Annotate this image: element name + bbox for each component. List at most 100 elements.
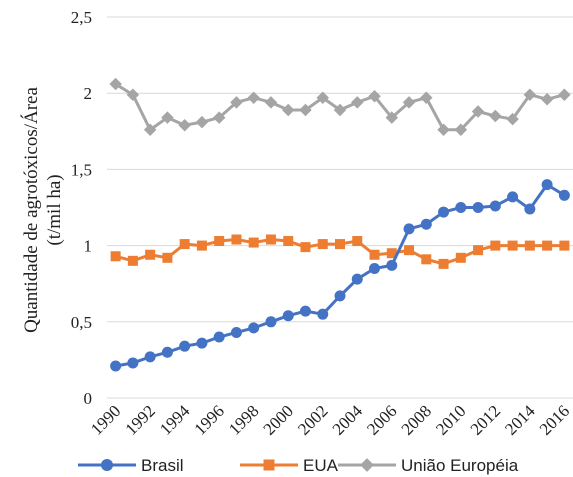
data-point: [471, 105, 485, 118]
data-point: [196, 337, 208, 349]
data-point: [282, 310, 294, 322]
legend-label: União Européia: [401, 456, 519, 475]
data-point: [145, 249, 156, 260]
x-tick-label: 1994: [156, 401, 194, 439]
x-tick-label: 2012: [467, 401, 504, 438]
data-point: [299, 305, 311, 317]
data-point: [540, 93, 554, 106]
data-point: [334, 290, 346, 302]
x-axis-ticks: 1990199219941996199820002002200420062008…: [87, 401, 573, 439]
data-point: [101, 459, 113, 471]
data-point: [352, 236, 363, 247]
data-point: [541, 179, 553, 191]
data-point: [386, 259, 398, 271]
data-point: [558, 88, 571, 101]
data-point: [178, 118, 191, 132]
data-point: [333, 103, 347, 117]
x-tick-label: 2014: [501, 401, 539, 439]
data-point: [402, 96, 416, 109]
data-point: [404, 245, 415, 256]
data-point: [472, 202, 484, 213]
y-tick-label: 1: [84, 237, 93, 256]
x-tick-label: 2006: [363, 401, 400, 438]
y-axis-title-line-2: (t/mil ha): [44, 174, 65, 245]
data-point: [281, 103, 295, 117]
x-tick-label: 2016: [536, 401, 573, 438]
data-point: [438, 258, 449, 269]
data-point: [507, 191, 519, 203]
x-tick-label: 2000: [260, 401, 297, 438]
y-tick-label: 2,5: [71, 8, 92, 27]
data-point: [473, 245, 484, 256]
data-point: [161, 346, 173, 358]
data-point: [489, 109, 502, 123]
data-point: [263, 459, 275, 471]
y-tick-label: 1,5: [71, 160, 92, 179]
data-point: [264, 96, 278, 109]
data-point: [126, 88, 140, 101]
data-point: [265, 234, 276, 245]
y-axis-ticks: 0 0,5 1 1,5 2 2,5: [71, 8, 92, 408]
data-point: [385, 111, 399, 124]
data-point: [283, 236, 294, 247]
gridlines: [107, 16, 573, 399]
data-point: [524, 240, 535, 251]
x-tick-label: 1992: [121, 401, 158, 438]
data-point: [523, 88, 537, 101]
data-point: [110, 251, 121, 262]
data-point: [490, 240, 501, 251]
data-point: [317, 308, 329, 320]
data-point: [300, 242, 311, 253]
data-point: [369, 262, 381, 274]
x-tick-label: 2004: [329, 401, 367, 439]
data-point: [161, 111, 174, 124]
data-point: [351, 273, 363, 285]
data-point: [421, 254, 432, 265]
data-point: [162, 252, 173, 263]
data-point: [506, 112, 519, 126]
legend-item: EUA: [240, 456, 339, 475]
data-point: [317, 239, 328, 250]
data-point: [454, 123, 468, 137]
data-point: [230, 326, 242, 338]
data-point: [558, 189, 570, 201]
data-point: [489, 200, 501, 212]
x-tick-label: 1996: [191, 401, 228, 438]
data-point: [265, 316, 277, 328]
y-tick-label: 0: [84, 389, 93, 408]
legend-item: Brasil: [78, 456, 184, 475]
data-point: [299, 103, 312, 117]
legend-label: EUA: [303, 456, 339, 475]
y-axis-title-line-1: Quantidade de agrotóxicos/Área: [20, 87, 42, 333]
data-point: [438, 206, 450, 218]
data-point: [455, 252, 466, 263]
legend-label: Brasil: [141, 456, 184, 475]
data-point: [524, 203, 536, 215]
data-point: [110, 360, 122, 372]
data-point: [214, 236, 225, 247]
data-point: [403, 223, 415, 235]
data-point: [335, 239, 345, 250]
data-point: [230, 96, 243, 109]
data-point: [316, 91, 329, 105]
legend: Brasil EUA União Européia: [78, 456, 519, 475]
data-point: [127, 255, 138, 266]
data-point: [231, 234, 242, 245]
data-point: [247, 91, 260, 105]
data-point: [127, 357, 139, 369]
data-point: [437, 123, 450, 137]
data-point: [351, 96, 364, 109]
data-point: [455, 202, 467, 213]
data-point: [248, 322, 260, 334]
data-point: [369, 249, 380, 260]
y-tick-label: 2: [84, 84, 93, 103]
data-point: [420, 91, 433, 105]
series-brasil: [110, 179, 570, 372]
data-point: [195, 115, 209, 129]
x-tick-label: 2010: [432, 401, 469, 438]
data-point: [386, 248, 397, 259]
series-união-européia: [109, 77, 571, 137]
data-point: [507, 240, 518, 251]
data-point: [143, 123, 157, 137]
